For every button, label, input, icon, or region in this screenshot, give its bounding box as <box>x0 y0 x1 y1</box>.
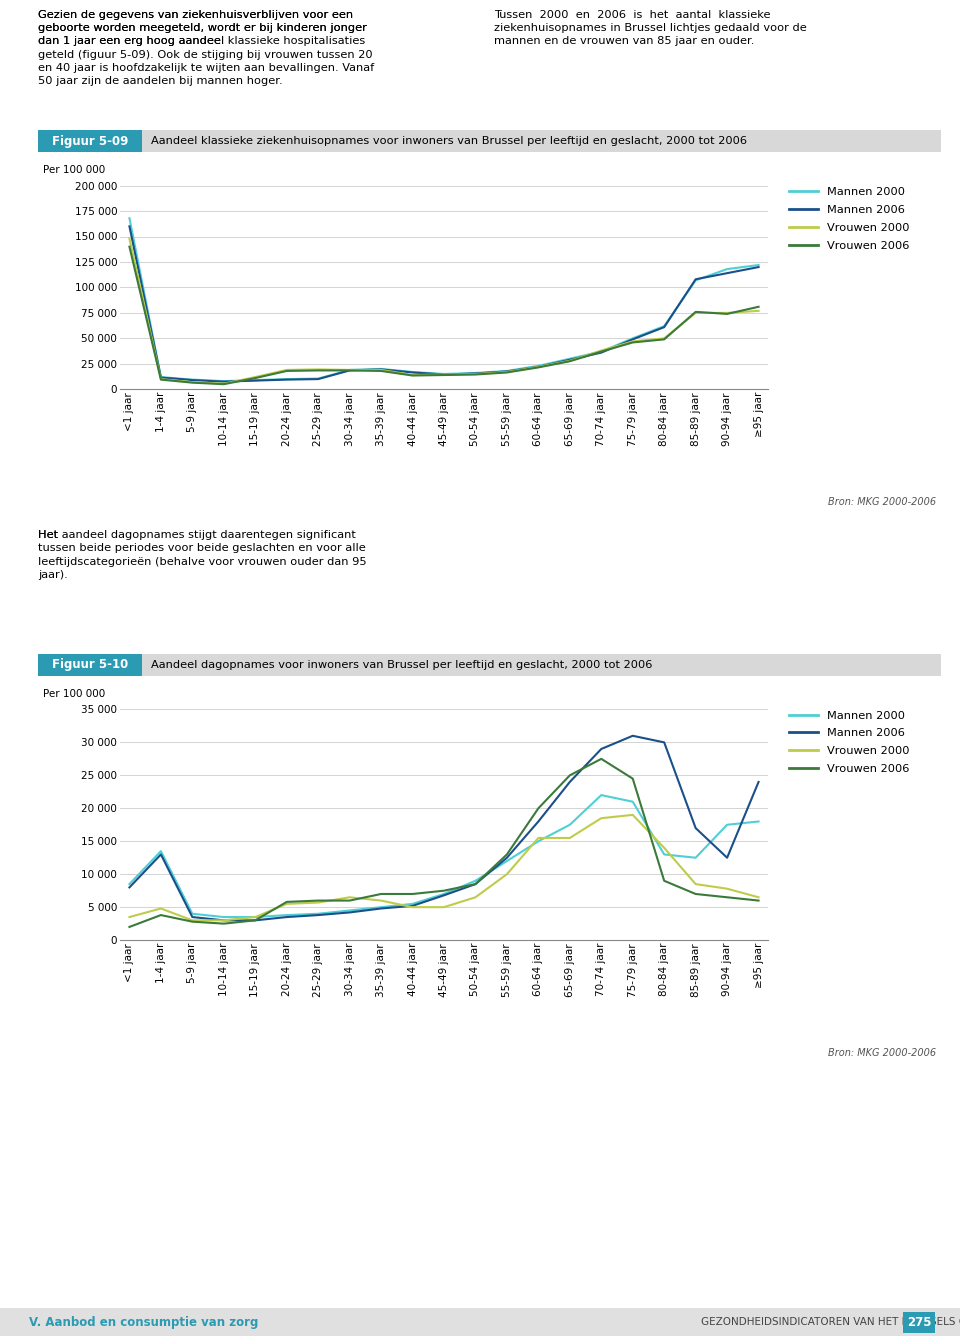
Text: Gezien de gegevens van ziekenhuisverblijven voor een
geboorte worden meegeteld, : Gezien de gegevens van ziekenhuisverblij… <box>38 9 368 47</box>
Text: Figuur 5-09: Figuur 5-09 <box>52 134 129 148</box>
Text: Het aandeel dagopnames stijgt daarentegen significant
tussen beide periodes voor: Het aandeel dagopnames stijgt daarentege… <box>38 530 367 580</box>
Text: Bron: MKG 2000-2006: Bron: MKG 2000-2006 <box>828 497 936 506</box>
Text: 275: 275 <box>906 1316 931 1328</box>
Text: V. Aanbod en consumptie van zorg: V. Aanbod en consumptie van zorg <box>29 1316 258 1328</box>
Text: Per 100 000: Per 100 000 <box>43 165 106 175</box>
Text: Gezien de gegevens van ziekenhuisverblijven voor een
geboorte worden meegeteld, : Gezien de gegevens van ziekenhuisverblij… <box>38 9 374 86</box>
Bar <box>38 130 142 152</box>
Legend: Mannen 2000, Mannen 2006, Vrouwen 2000, Vrouwen 2006: Mannen 2000, Mannen 2006, Vrouwen 2000, … <box>789 710 909 775</box>
Text: Tussen  2000  en  2006  is  het  aantal  klassieke
ziekenhuisopnames in Brussel : Tussen 2000 en 2006 is het aantal klassi… <box>494 9 806 47</box>
Bar <box>38 654 142 676</box>
Text: Het: Het <box>38 530 62 540</box>
Text: Per 100 000: Per 100 000 <box>43 689 106 698</box>
Legend: Mannen 2000, Mannen 2006, Vrouwen 2000, Vrouwen 2006: Mannen 2000, Mannen 2006, Vrouwen 2000, … <box>789 187 909 251</box>
Text: GEZONDHEIDSINDICATOREN VAN HET BRUSSELS GEWEST 2010: GEZONDHEIDSINDICATOREN VAN HET BRUSSELS … <box>701 1317 960 1327</box>
Text: Aandeel dagopnames voor inwoners van Brussel per leeftijd en geslacht, 2000 tot : Aandeel dagopnames voor inwoners van Bru… <box>151 659 653 670</box>
Text: Bron: MKG 2000-2006: Bron: MKG 2000-2006 <box>828 1048 936 1057</box>
Text: Aandeel klassieke ziekenhuisopnames voor inwoners van Brussel per leeftijd en ge: Aandeel klassieke ziekenhuisopnames voor… <box>151 136 747 146</box>
Text: Figuur 5-10: Figuur 5-10 <box>52 658 129 672</box>
